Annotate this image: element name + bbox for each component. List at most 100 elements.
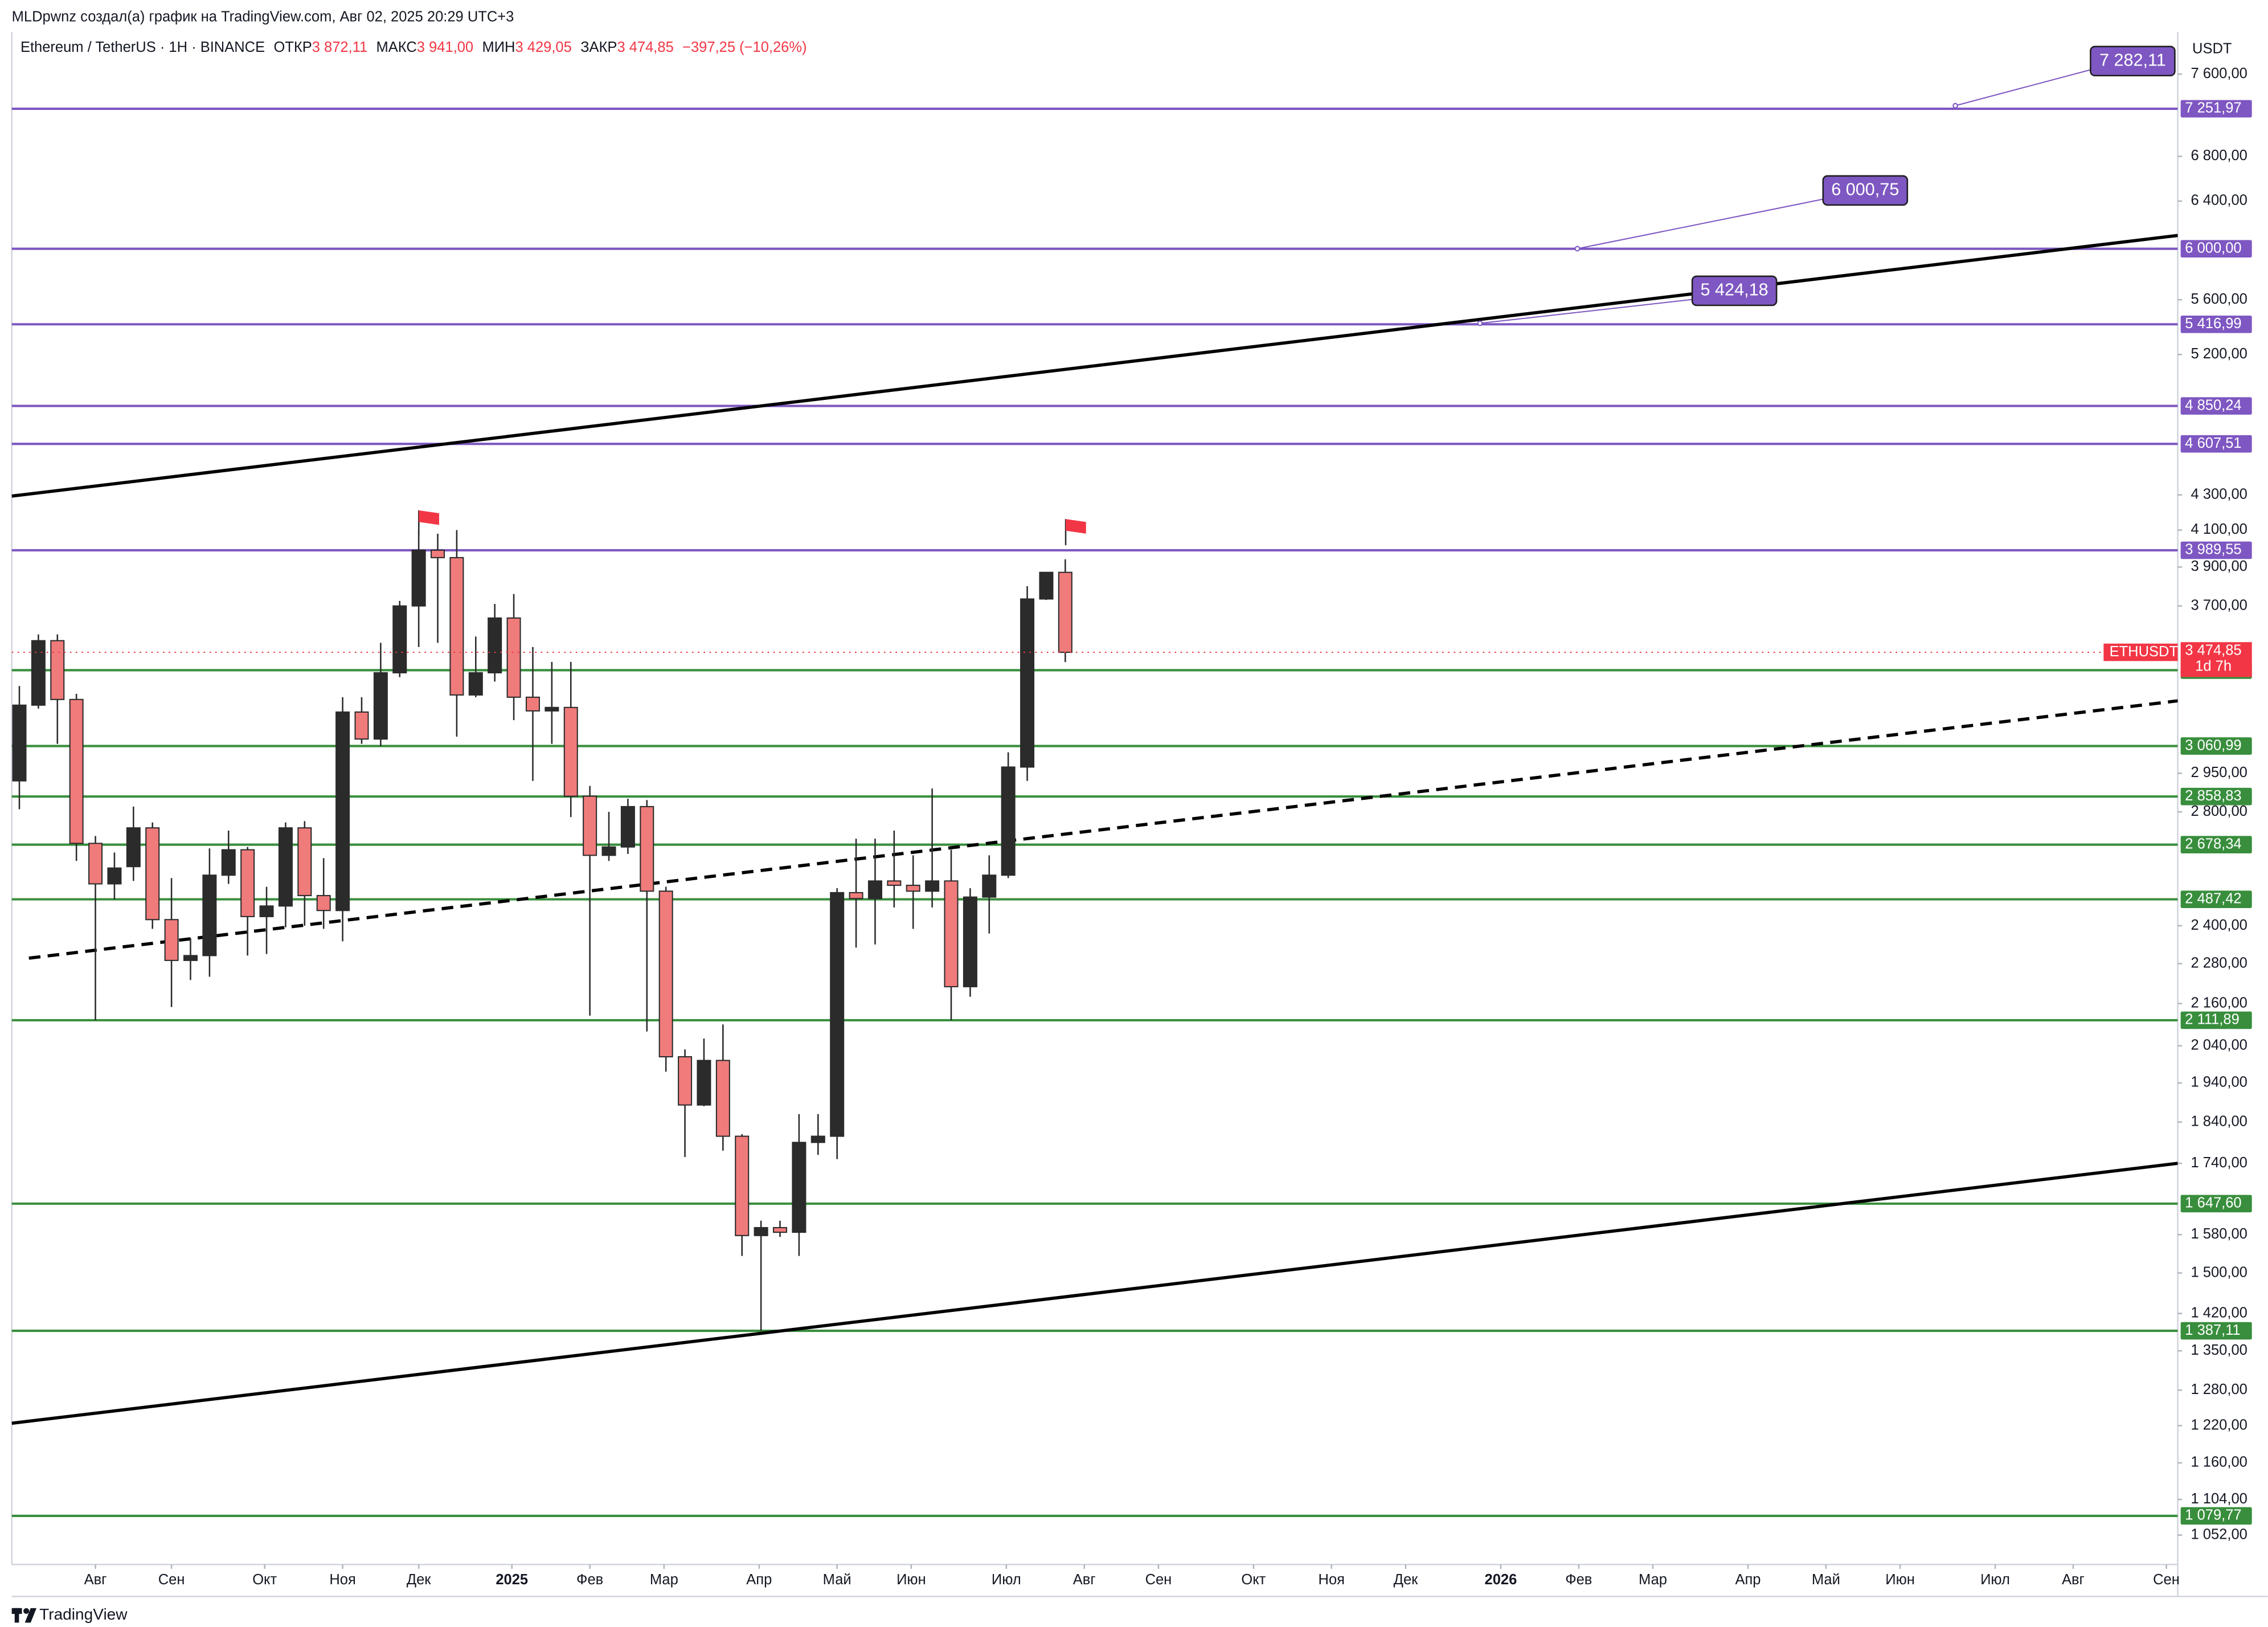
candle-body xyxy=(773,1227,788,1233)
candle-body xyxy=(164,919,179,961)
candle-body xyxy=(735,1135,750,1236)
candle-body xyxy=(12,704,27,782)
x-tick-label: Апр xyxy=(746,1572,772,1588)
candle-body xyxy=(697,1060,711,1106)
logo-mark xyxy=(23,1608,30,1614)
x-tick-label: Дек xyxy=(407,1572,431,1588)
x-tick-label: Май xyxy=(823,1572,851,1588)
price-tag-symbol-box xyxy=(2103,643,2178,661)
price-tag-label: 3 474,85 xyxy=(2185,642,2241,658)
level-label-box xyxy=(2180,240,2252,257)
y-tick-label: 2 950,00 xyxy=(2191,765,2247,780)
candle-body xyxy=(221,849,236,876)
x-tick-label: Июл xyxy=(992,1572,1021,1588)
level-label-box xyxy=(2180,541,2252,559)
level-label-box xyxy=(2180,1011,2252,1029)
candle-body xyxy=(354,711,369,740)
y-tick-label: 1 160,00 xyxy=(2191,1454,2247,1470)
level-label: 3 989,55 xyxy=(2185,542,2241,558)
candle-body xyxy=(792,1142,807,1233)
trendline xyxy=(11,1162,2178,1425)
x-tick-label: Ноя xyxy=(1319,1572,1345,1588)
candle-body xyxy=(620,806,635,848)
candle-body xyxy=(126,827,141,868)
brand: TradingView xyxy=(39,1605,128,1623)
y-tick-label: 3 900,00 xyxy=(2191,558,2247,574)
level-label: 4 850,24 xyxy=(2185,397,2241,413)
candle-body xyxy=(488,617,502,673)
callout-anchor xyxy=(1952,103,1958,109)
y-tick-label: 2 040,00 xyxy=(2191,1037,2247,1053)
level-label-box xyxy=(2180,836,2252,854)
candle-body xyxy=(31,640,46,706)
ohlc-value: 3 941,00 xyxy=(417,39,473,55)
level-label-box xyxy=(2180,1195,2252,1213)
x-tick-label: Фев xyxy=(576,1572,603,1588)
candle-body xyxy=(640,806,654,892)
x-tick-label: Май xyxy=(1812,1572,1840,1588)
y-tick-label: 6 400,00 xyxy=(2191,193,2247,209)
x-tick-label: Июн xyxy=(1885,1572,1915,1588)
symbol: Ethereum / TetherUS · 1H · BINANCE xyxy=(21,39,265,55)
ohlc-value: 3 872,11 xyxy=(312,39,367,55)
candle-body xyxy=(145,827,160,921)
callout-label: 7 282,11 xyxy=(2099,50,2166,70)
trendline xyxy=(28,699,2178,960)
logo-mark xyxy=(14,1608,19,1623)
x-tick-label: Авг xyxy=(1073,1572,1096,1588)
y-tick-label: 2 400,00 xyxy=(2191,917,2247,933)
callout-anchor xyxy=(1477,320,1483,326)
y-tick-label: 5 200,00 xyxy=(2191,346,2247,362)
y-tick-label: 1 350,00 xyxy=(2191,1342,2247,1358)
callout-label: 5 424,18 xyxy=(1701,280,1768,300)
x-tick-label: Сен xyxy=(2153,1572,2180,1588)
level-label: 5 416,99 xyxy=(2185,316,2241,332)
ohlc-label: МИН xyxy=(482,39,515,55)
ohlc-label: МАКС xyxy=(376,39,417,55)
level-label-box xyxy=(2180,1507,2252,1525)
candle-body xyxy=(259,905,274,917)
callout-label: 6 000,75 xyxy=(1831,179,1899,199)
y-tick-label: 1 740,00 xyxy=(2191,1155,2247,1171)
candle-body xyxy=(1001,766,1016,876)
candle-body xyxy=(316,895,331,911)
y-tick-label: 1 104,00 xyxy=(2191,1491,2247,1507)
candle-body xyxy=(678,1056,693,1106)
logo: TradingView xyxy=(11,1605,128,1623)
x-tick-label: Сен xyxy=(158,1572,185,1588)
flag xyxy=(1066,519,1086,534)
ohlc-value: 3 429,05 xyxy=(515,39,571,55)
level-label-box xyxy=(2180,890,2252,908)
x-tick-label: Ноя xyxy=(329,1572,355,1588)
level-label-box xyxy=(2180,1322,2252,1340)
candle-body xyxy=(1058,571,1072,653)
level-label: 2 858,83 xyxy=(2185,788,2241,804)
candle-body xyxy=(658,890,673,1058)
logo-mark xyxy=(24,1608,37,1623)
level-label: 2 678,34 xyxy=(2185,836,2241,852)
x-tick-label: 2026 xyxy=(1485,1572,1517,1588)
callout-box xyxy=(2090,46,2176,76)
author-line: MLDpwnz создал(а) график на TradingView.… xyxy=(12,9,514,24)
candle-body xyxy=(1039,571,1054,600)
candle-body xyxy=(982,874,997,898)
y-unit: USDT xyxy=(2192,41,2232,57)
y-tick-label: 7 600,00 xyxy=(2191,66,2247,81)
callout-connector xyxy=(1955,69,2091,107)
x-tick-label: Дек xyxy=(1394,1572,1418,1588)
candle-body xyxy=(925,880,940,892)
x-tick-label: Мар xyxy=(1639,1572,1667,1588)
y-tick-label: 1 580,00 xyxy=(2191,1226,2247,1242)
callout-box xyxy=(1822,175,1909,206)
callout-anchor xyxy=(1574,246,1581,252)
level-label-box xyxy=(2180,397,2252,415)
y-tick-label: 1 220,00 xyxy=(2191,1417,2247,1433)
ohlc-label: ЗАКР xyxy=(580,39,617,55)
candle-body xyxy=(107,867,122,885)
y-tick-label: 1 280,00 xyxy=(2191,1381,2247,1397)
candle-body xyxy=(849,892,863,900)
level-label-box xyxy=(2180,100,2252,118)
level-label: 1 387,11 xyxy=(2185,1322,2240,1338)
